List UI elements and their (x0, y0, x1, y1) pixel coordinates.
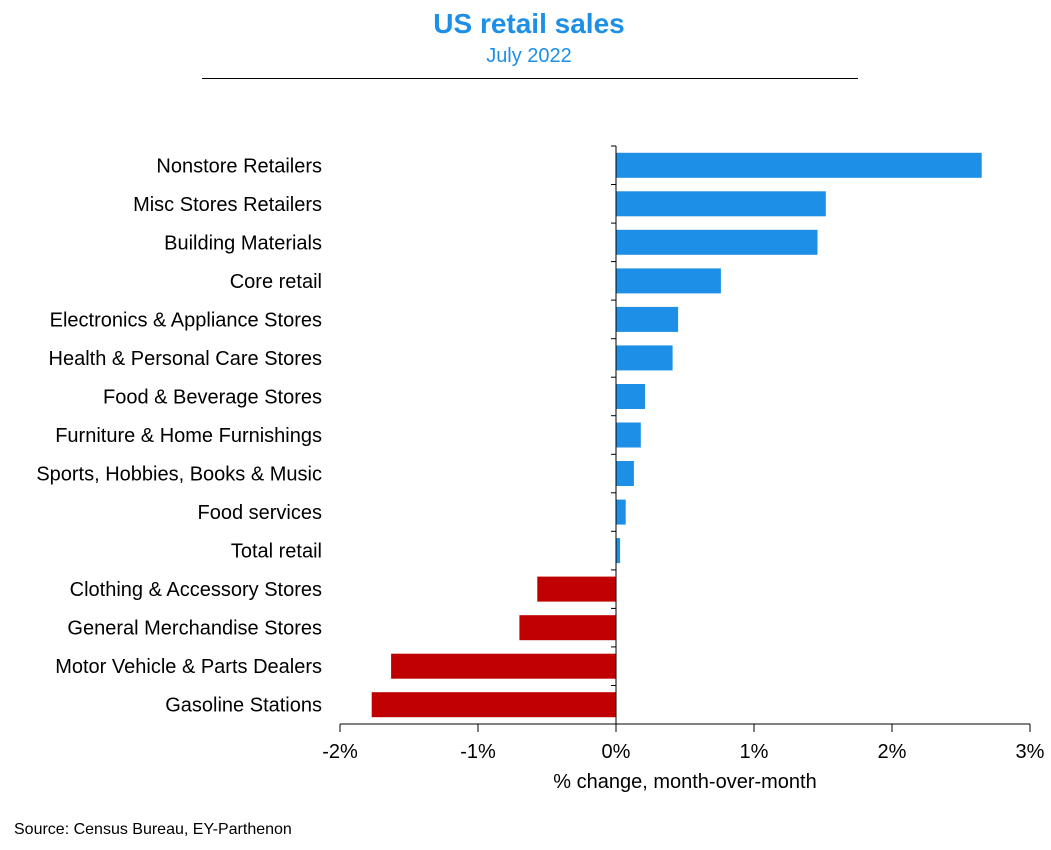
bar-chart: Nonstore Retailers Misc Stores Retailers B… (36, 145, 1045, 793)
category-label: Furniture & Home Furnishings (55, 425, 322, 447)
bar (616, 345, 673, 371)
category-label: Motor Vehicle & Parts Dealers (55, 656, 322, 678)
bar (371, 692, 616, 718)
bar (519, 615, 616, 641)
bar (616, 229, 818, 255)
bar (616, 422, 641, 448)
bar (616, 384, 645, 409)
x-tick-label: -1% (460, 741, 496, 763)
x-tick-label: 3% (1016, 741, 1045, 763)
chart-subtitle: July 2022 (486, 45, 572, 67)
bar (616, 191, 826, 217)
bar (391, 653, 616, 679)
bar (616, 499, 626, 525)
bar (616, 306, 679, 332)
x-tick-label: 1% (740, 741, 769, 763)
category-label: Building Materials (164, 232, 322, 254)
bar (616, 461, 634, 486)
category-label: Nonstore Retailers (156, 155, 322, 177)
title-divider (202, 78, 858, 79)
x-tick-label: 0% (602, 741, 631, 763)
category-label: Clothing & Accessory Stores (70, 579, 322, 601)
category-label: Misc Stores Retailers (133, 194, 322, 216)
category-label: Gasoline Stations (165, 695, 322, 717)
category-label: Health & Personal Care Stores (49, 348, 322, 370)
bar (616, 268, 721, 294)
category-label: Food & Beverage Stores (103, 387, 322, 409)
x-axis-label: % change, month-over-month (553, 771, 816, 793)
category-label: Core retail (230, 271, 322, 293)
category-label: Electronics & Appliance Stores (50, 309, 322, 331)
x-tick-label: 2% (878, 741, 907, 763)
bar (537, 576, 616, 602)
category-label: Food services (198, 502, 323, 524)
bar (616, 152, 982, 178)
category-label: General Merchandise Stores (67, 618, 322, 640)
category-label: Total retail (231, 541, 322, 563)
category-label: Sports, Hobbies, Books & Music (36, 464, 322, 486)
chart-title: US retail sales (433, 8, 625, 39)
bar (616, 538, 621, 564)
x-tick-label: -2% (322, 741, 358, 763)
source-note: Source: Census Bureau, EY-Parthenon (14, 821, 292, 838)
